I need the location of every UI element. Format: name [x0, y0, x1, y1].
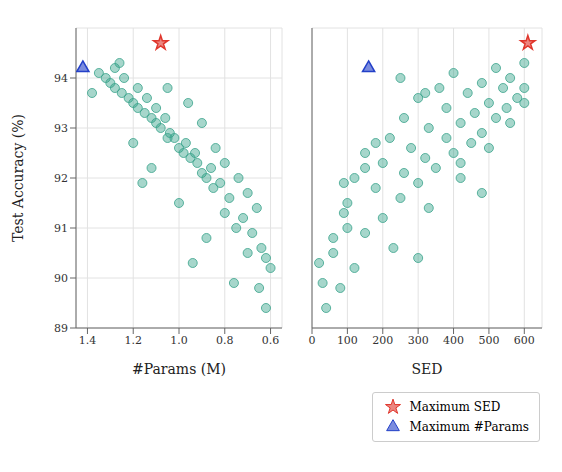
svg-text:91: 91	[54, 222, 68, 235]
svg-text:SED: SED	[411, 361, 442, 377]
svg-text:600: 600	[514, 334, 535, 347]
svg-text:100: 100	[337, 334, 358, 347]
svg-text:0: 0	[309, 334, 316, 347]
html-text:Maximum SED: Maximum SED	[409, 400, 501, 414]
svg-text:1.0: 1.0	[170, 334, 188, 347]
svg-text:Test Accuracy (%): Test Accuracy (%)	[10, 114, 26, 242]
svg-text:93: 93	[54, 122, 68, 135]
svg-text:1.2: 1.2	[124, 334, 142, 347]
svg-text:#Params (M): #Params (M)	[132, 361, 226, 377]
svg-text:0.6: 0.6	[262, 334, 280, 347]
svg-text:92: 92	[54, 172, 68, 185]
svg-text:400: 400	[443, 334, 464, 347]
svg-text:90: 90	[54, 272, 68, 285]
svg-text:94: 94	[54, 72, 68, 85]
html-text:Maximum #Params: Maximum #Params	[409, 420, 529, 434]
svg-text:500: 500	[478, 334, 499, 347]
svg-text:89: 89	[54, 322, 68, 335]
svg-text:1.4: 1.4	[79, 334, 97, 347]
svg-text:300: 300	[408, 334, 429, 347]
svg-text:0.8: 0.8	[216, 334, 234, 347]
svg-text:200: 200	[372, 334, 393, 347]
